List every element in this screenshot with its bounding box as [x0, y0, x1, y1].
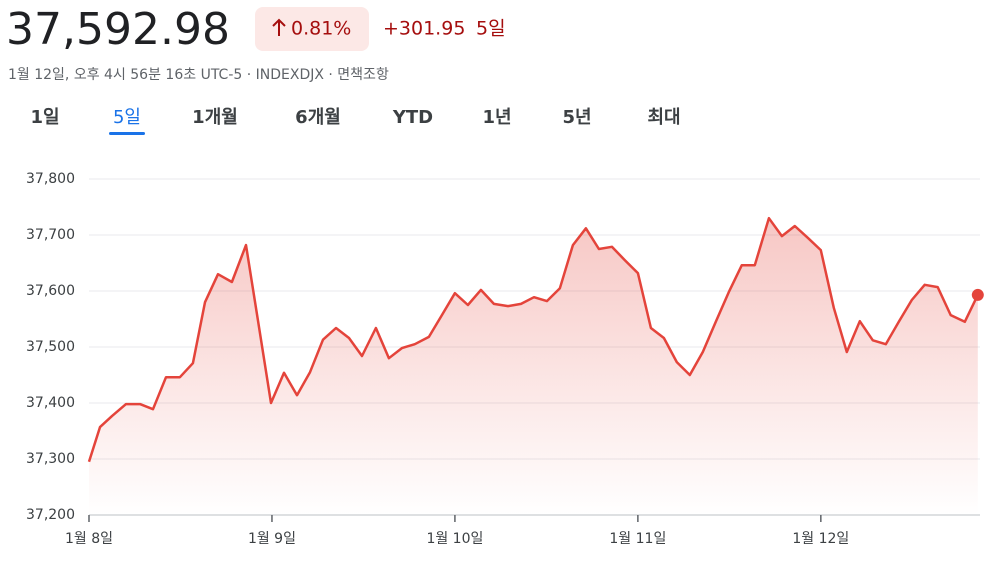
up-arrow [272, 18, 286, 36]
tab[interactable]: 1일 [30, 107, 59, 128]
subtitle: 1월 12일, 오후 4시 56분 16초 UTC-5 · INDEXDJX ·… [8, 67, 389, 83]
tab[interactable]: 5년 [562, 107, 591, 128]
tab[interactable]: 6개월 [295, 107, 341, 128]
price: 37,592.98 [6, 4, 230, 55]
x-tick-label: 1월 9일 [248, 531, 296, 547]
last-point [971, 288, 984, 301]
area [89, 218, 978, 515]
change-badge [255, 7, 369, 51]
tabs: 1일 5일 1개월 6개월 YTD 1년 5년 최대 [30, 107, 681, 135]
y-tick-label: 37,400 [26, 395, 75, 411]
x-tick-label: 1월 11일 [609, 531, 666, 547]
y-tick-label: 37,800 [26, 171, 75, 187]
y-tick-label: 37,200 [26, 507, 75, 523]
tab[interactable]: 1개월 [192, 107, 238, 128]
change-percent: 0.81% [291, 18, 351, 40]
change: +301.95 [383, 18, 465, 40]
y-tick-label: 37,300 [26, 451, 75, 467]
tab[interactable]: 1년 [482, 107, 511, 128]
x-tick-label: 1월 8일 [65, 531, 113, 547]
line [87, 216, 979, 463]
period: 5일 [476, 18, 506, 40]
tab[interactable]: 5일 [113, 107, 141, 128]
y-tick-label: 37,600 [26, 283, 75, 299]
tab[interactable]: 최대 [647, 107, 680, 128]
y-tick-label: 37,700 [26, 227, 75, 243]
x-tick-label: 1월 10일 [426, 531, 483, 547]
tab[interactable]: YTD [392, 107, 433, 128]
x-tick-label: 1월 12일 [792, 531, 849, 547]
tab-underline [109, 132, 145, 135]
y-tick-label: 37,500 [26, 339, 75, 355]
